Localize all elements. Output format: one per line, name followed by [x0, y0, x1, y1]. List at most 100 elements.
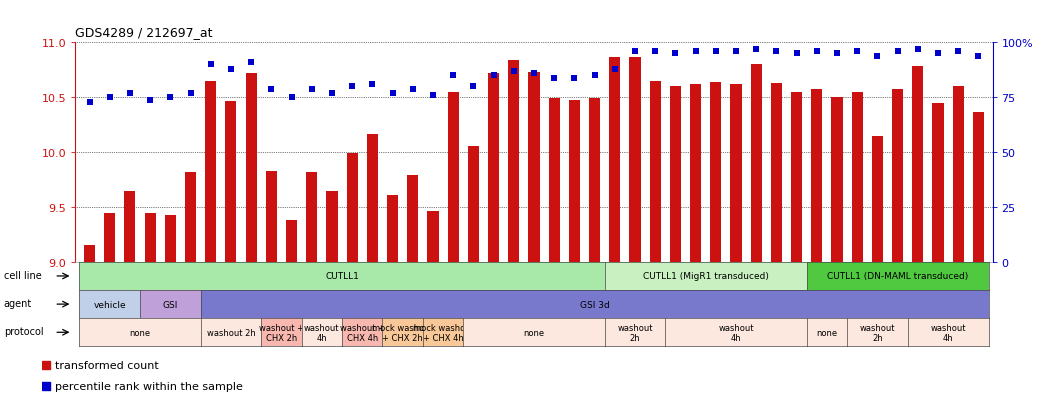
Point	[384, 90, 401, 97]
Point	[606, 66, 623, 73]
Bar	[751, 65, 762, 262]
Text: washout
4h: washout 4h	[304, 323, 339, 342]
Point	[445, 73, 462, 79]
Bar	[144, 213, 156, 262]
Text: none: none	[130, 328, 151, 337]
Point	[687, 49, 704, 55]
Point	[849, 49, 866, 55]
Bar	[387, 195, 398, 262]
Bar	[286, 221, 297, 262]
Bar	[792, 93, 802, 262]
Point	[566, 75, 583, 82]
Bar	[831, 98, 843, 262]
Point	[223, 66, 240, 73]
Point	[748, 47, 764, 53]
Point	[263, 86, 280, 93]
Text: none: none	[817, 328, 838, 337]
Point	[121, 90, 138, 97]
Point	[545, 75, 562, 82]
Point	[667, 51, 684, 57]
Bar	[427, 212, 439, 262]
Point	[485, 73, 502, 79]
Point	[363, 90, 380, 97]
Bar	[649, 82, 661, 262]
Text: GSI: GSI	[162, 300, 178, 309]
Point	[708, 49, 725, 55]
Bar	[185, 173, 196, 262]
Bar	[266, 171, 276, 262]
Point	[586, 73, 603, 79]
Point	[425, 93, 442, 99]
Bar	[892, 89, 904, 262]
Text: GSI 3d: GSI 3d	[580, 300, 609, 309]
Bar	[508, 61, 519, 262]
Point	[465, 84, 482, 90]
Bar	[468, 146, 478, 262]
Text: washout +
CHX 2h: washout + CHX 2h	[259, 323, 304, 342]
Text: percentile rank within the sample: percentile rank within the sample	[54, 381, 243, 391]
Point	[647, 49, 664, 55]
Bar	[851, 93, 863, 262]
Point	[363, 278, 380, 285]
Text: protocol: protocol	[4, 326, 43, 336]
Point	[182, 90, 199, 97]
Bar	[811, 89, 822, 262]
Point	[162, 95, 179, 102]
Point	[626, 49, 643, 55]
Bar	[569, 100, 580, 262]
Text: vehicle: vehicle	[93, 300, 126, 309]
Bar	[710, 83, 721, 262]
Text: washout
2h: washout 2h	[860, 323, 895, 342]
Text: mock washout
+ CHX 4h: mock washout + CHX 4h	[413, 323, 473, 342]
Bar	[549, 99, 560, 262]
Bar	[246, 74, 257, 262]
Bar	[104, 213, 115, 262]
Bar	[973, 112, 984, 262]
Text: CUTLL1 (DN-MAML transduced): CUTLL1 (DN-MAML transduced)	[827, 272, 968, 281]
Text: cell line: cell line	[4, 270, 42, 280]
Text: CUTLL1 (MigR1 transduced): CUTLL1 (MigR1 transduced)	[643, 272, 768, 281]
Bar	[912, 66, 923, 262]
Bar	[366, 134, 378, 262]
Point	[283, 95, 299, 102]
Point	[728, 49, 744, 55]
Point	[526, 71, 542, 77]
Bar	[488, 74, 499, 262]
Bar	[731, 85, 741, 262]
Point	[102, 95, 118, 102]
Point	[930, 51, 946, 57]
Point	[970, 53, 986, 60]
Point	[808, 49, 825, 55]
Point	[82, 99, 98, 106]
Bar	[589, 99, 600, 262]
Point	[768, 49, 785, 55]
Text: agent: agent	[4, 298, 32, 308]
Bar	[407, 176, 419, 262]
Bar	[629, 57, 641, 262]
Text: GDS4289 / 212697_at: GDS4289 / 212697_at	[75, 26, 213, 39]
Bar	[670, 87, 681, 262]
Bar	[125, 191, 135, 262]
Point	[343, 84, 360, 90]
Point	[950, 49, 966, 55]
Text: transformed count: transformed count	[54, 360, 158, 370]
Bar	[164, 215, 176, 262]
Bar	[205, 82, 217, 262]
Point	[788, 51, 805, 57]
Point	[324, 90, 340, 97]
Bar	[347, 154, 358, 262]
Bar	[609, 57, 620, 262]
Text: CUTLL1: CUTLL1	[326, 272, 359, 281]
Point	[506, 69, 522, 75]
Point	[202, 62, 219, 69]
Bar	[529, 73, 539, 262]
Text: washout 2h: washout 2h	[206, 328, 255, 337]
Bar	[771, 84, 782, 262]
Bar	[306, 173, 317, 262]
Text: none: none	[524, 328, 544, 337]
Point	[889, 49, 906, 55]
Point	[364, 82, 381, 88]
Text: washout +
CHX 4h: washout + CHX 4h	[340, 323, 384, 342]
Point	[141, 97, 158, 104]
Point	[243, 60, 260, 66]
